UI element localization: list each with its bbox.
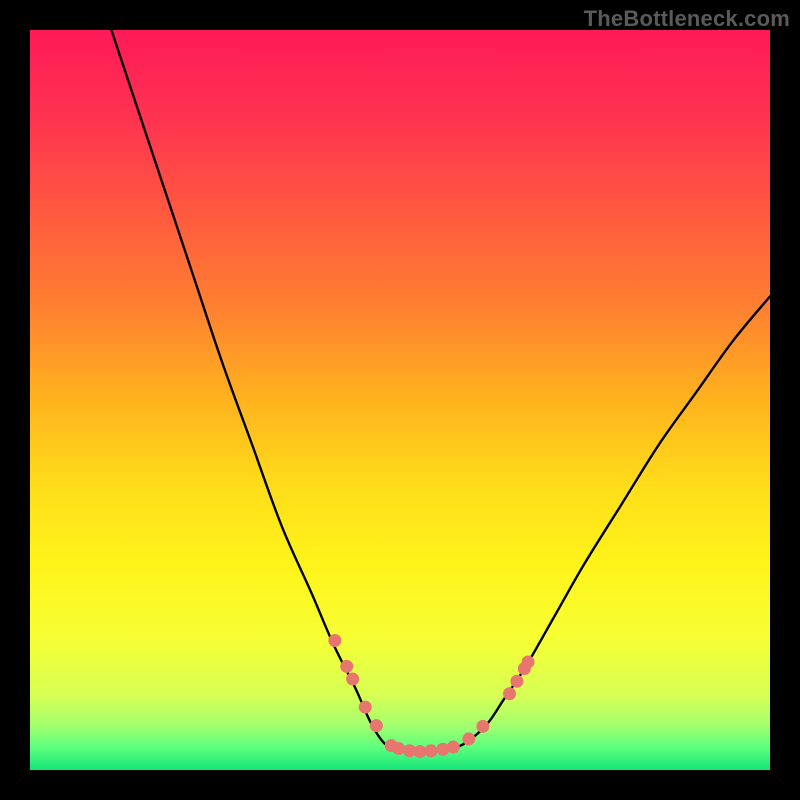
curve-marker	[425, 744, 438, 757]
curve-marker	[346, 672, 359, 685]
curve-marker	[392, 742, 405, 755]
curve-marker	[447, 741, 460, 754]
curve-marker	[413, 745, 426, 758]
chart-frame: TheBottleneck.com	[0, 0, 800, 800]
curve-marker	[476, 720, 489, 733]
curve-marker	[340, 660, 353, 673]
curve-marker	[370, 719, 383, 732]
curve-marker	[503, 687, 516, 700]
watermark-text: TheBottleneck.com	[584, 6, 790, 32]
curve-marker	[359, 701, 372, 714]
chart-background	[30, 30, 770, 770]
bottleneck-chart	[30, 30, 770, 770]
curve-marker	[462, 732, 475, 745]
curve-marker	[522, 655, 535, 668]
curve-marker	[328, 634, 341, 647]
curve-marker	[510, 675, 523, 688]
